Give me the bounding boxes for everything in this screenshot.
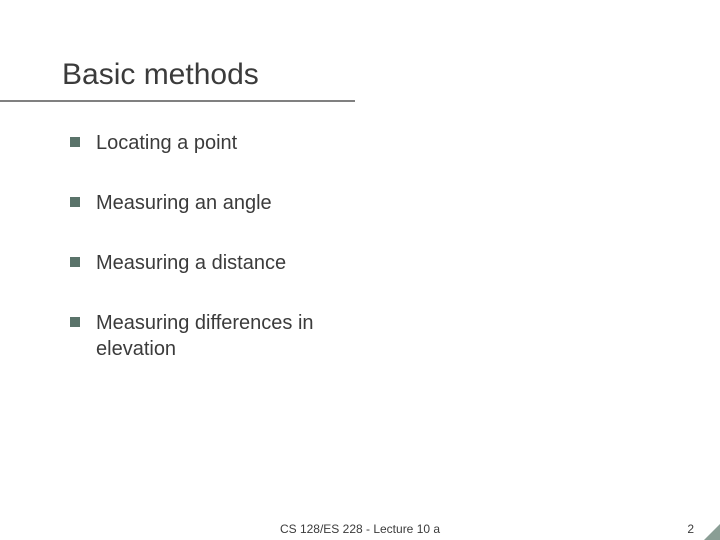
list-item: Measuring differences in elevation [70,310,390,362]
footer-text: CS 128/ES 228 - Lecture 10 a [280,522,440,536]
list-item: Measuring a distance [70,250,390,276]
bullet-icon [70,137,80,147]
slide-content: Locating a point Measuring an angle Meas… [0,102,720,362]
list-item: Measuring an angle [70,190,390,216]
bullet-icon [70,197,80,207]
bullet-text: Measuring an angle [96,190,272,216]
bullet-icon [70,317,80,327]
bullet-text: Measuring differences in elevation [96,310,390,362]
list-item: Locating a point [70,130,390,156]
bullet-text: Measuring a distance [96,250,286,276]
slide-title: Basic methods [0,58,720,98]
corner-accent-icon [704,524,720,540]
slide: Basic methods Locating a point Measuring… [0,0,720,540]
page-number: 2 [687,522,694,536]
bullet-text: Locating a point [96,130,237,156]
bullet-icon [70,257,80,267]
